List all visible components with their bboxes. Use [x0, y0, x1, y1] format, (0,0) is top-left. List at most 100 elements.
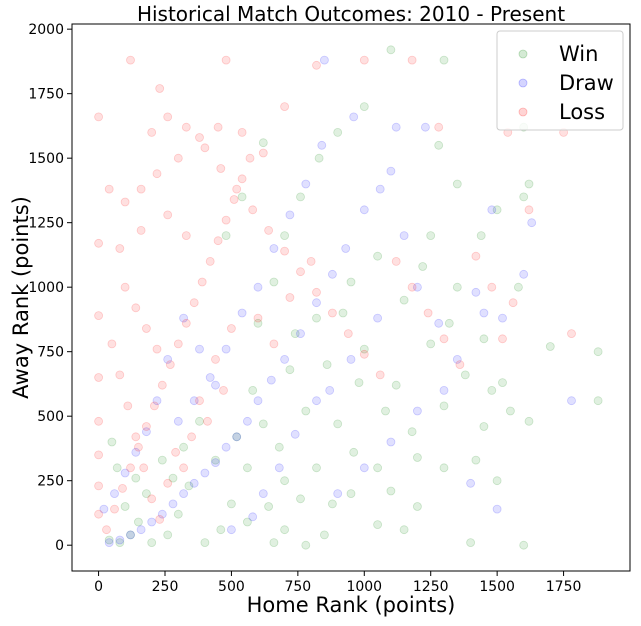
point-win-14 — [439, 55, 449, 65]
point-loss-97 — [269, 339, 279, 349]
point-win-33 — [418, 262, 428, 271]
point-win-69 — [498, 378, 507, 388]
point-draw-21 — [253, 396, 263, 406]
point-win-75 — [359, 344, 369, 354]
point-win-45 — [226, 499, 236, 509]
point-draw-71 — [99, 504, 109, 514]
x-tick-label-0: 0 — [94, 579, 103, 595]
point-win-97 — [280, 476, 290, 486]
point-draw-18 — [296, 329, 305, 339]
point-win-58 — [280, 231, 290, 241]
point-win-43 — [258, 419, 268, 429]
point-draw-11 — [391, 122, 401, 132]
y-tick-label-1: 250 — [37, 474, 64, 490]
point-loss-58 — [312, 287, 321, 297]
point-draw-1 — [527, 218, 537, 228]
point-loss-31 — [118, 483, 127, 493]
point-win-29 — [312, 313, 321, 323]
point-draw-73 — [346, 354, 356, 364]
point-loss-57 — [296, 267, 305, 277]
point-draw-20 — [266, 375, 276, 385]
point-draw-30 — [157, 509, 167, 519]
x-tick-label-5: 1250 — [413, 579, 449, 595]
point-draw-19 — [280, 354, 290, 364]
point-loss-96 — [253, 313, 263, 323]
point-loss-52 — [216, 164, 226, 173]
point-win-48 — [184, 481, 194, 491]
point-draw-38 — [205, 373, 215, 382]
point-loss-27 — [94, 481, 103, 491]
point-loss-38 — [173, 339, 183, 349]
point-loss-2 — [155, 84, 165, 93]
point-win-66 — [426, 231, 436, 241]
point-win-23 — [354, 378, 364, 388]
y-tick-label-3: 750 — [37, 345, 64, 361]
point-loss-49 — [163, 112, 173, 122]
point-draw-29 — [168, 499, 178, 509]
point-draw-49 — [412, 282, 422, 292]
point-win-47 — [200, 538, 210, 547]
point-loss-6 — [567, 329, 576, 339]
point-loss-60 — [343, 329, 353, 339]
point-win-37 — [407, 427, 417, 437]
point-loss-53 — [232, 184, 242, 194]
point-win-84 — [179, 442, 189, 452]
point-draw-10 — [420, 122, 430, 132]
point-draw-7 — [466, 478, 476, 488]
point-win-83 — [195, 416, 204, 426]
point-draw-42 — [269, 244, 279, 253]
point-loss-88 — [203, 416, 212, 426]
point-draw-24 — [221, 442, 231, 452]
point-win-50 — [163, 530, 173, 540]
point-win-88 — [131, 473, 141, 483]
point-loss-74 — [141, 324, 151, 333]
point-loss-56 — [280, 246, 290, 256]
point-win-25 — [312, 463, 321, 473]
point-loss-7 — [524, 205, 534, 215]
point-win-32 — [399, 295, 409, 305]
point-loss-16 — [195, 133, 204, 142]
point-draw-47 — [375, 184, 385, 194]
point-win-62 — [258, 138, 268, 148]
point-loss-35 — [149, 401, 159, 411]
point-loss-71 — [498, 334, 507, 344]
point-loss-73 — [131, 303, 141, 313]
point-loss-13 — [258, 148, 268, 158]
point-loss-28 — [94, 509, 103, 519]
point-win-9 — [519, 540, 529, 550]
point-win-76 — [338, 308, 348, 318]
point-loss-34 — [141, 422, 151, 431]
point-loss-45 — [229, 195, 239, 204]
point-win-1 — [593, 347, 603, 357]
point-loss-62 — [375, 370, 385, 380]
point-loss-33 — [133, 442, 143, 452]
legend-items: Win Draw Loss — [518, 42, 614, 124]
point-win-82 — [211, 455, 220, 465]
y-axis-ticks: 0 250 500 750 1000 1250 1500 1750 2000 — [28, 22, 72, 554]
point-win-15 — [519, 192, 529, 202]
point-win-72 — [439, 463, 449, 473]
point-win-55 — [104, 535, 114, 545]
point-loss-25 — [94, 416, 103, 426]
legend-marker-win — [518, 49, 528, 59]
point-win-0 — [593, 396, 603, 406]
point-draw-60 — [248, 512, 258, 522]
point-loss-3 — [221, 55, 231, 65]
point-loss-9 — [434, 122, 444, 132]
point-win-70 — [524, 416, 534, 426]
point-draw-27 — [189, 478, 199, 488]
x-tick-label-7: 1750 — [546, 579, 582, 595]
y-tick-label-4: 1000 — [28, 280, 64, 296]
point-draw-35 — [104, 538, 114, 547]
chart-title: Historical Match Outcomes: 2010 - Presen… — [137, 2, 565, 26]
point-win-13 — [492, 476, 502, 486]
point-win-12 — [505, 406, 515, 416]
point-win-71 — [487, 385, 497, 395]
point-loss-85 — [179, 463, 189, 473]
point-draw-64 — [179, 313, 189, 323]
point-draw-28 — [179, 489, 189, 499]
point-draw-72 — [373, 313, 383, 323]
point-win-40 — [327, 499, 337, 509]
point-draw-51 — [452, 354, 462, 364]
point-draw-32 — [136, 525, 146, 535]
